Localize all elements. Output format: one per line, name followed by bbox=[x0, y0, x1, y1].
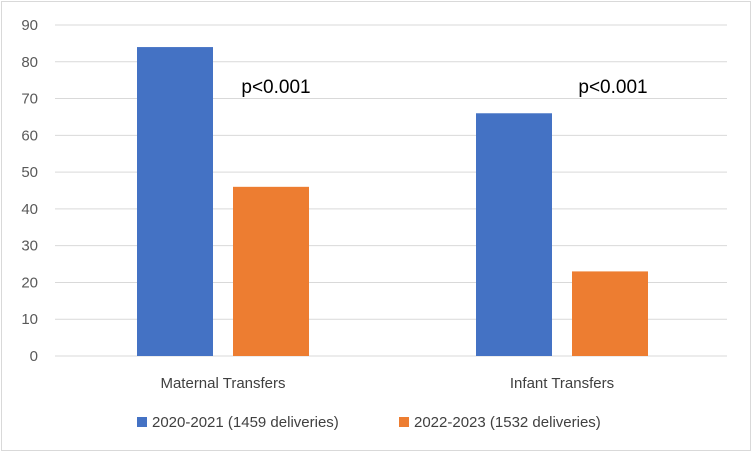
bar bbox=[137, 47, 213, 357]
legend-label: 2022-2023 (1532 deliveries) bbox=[414, 414, 601, 431]
bars bbox=[137, 47, 648, 357]
x-category-label: Maternal Transfers bbox=[160, 375, 285, 392]
category-labels: Maternal Transfers Infant Transfers bbox=[160, 375, 614, 392]
y-tick-label: 30 bbox=[21, 238, 38, 255]
bar-chart: 0 10 20 30 40 50 60 70 80 90 Maternal Transfers In… bbox=[21, 17, 727, 431]
y-tick-label: 90 bbox=[21, 17, 38, 34]
y-tick-label: 20 bbox=[21, 274, 38, 291]
legend-label: 2020-2021 (1459 deliveries) bbox=[152, 414, 339, 431]
bar bbox=[233, 186, 309, 356]
legend-swatch bbox=[137, 417, 147, 427]
y-tick-label: 70 bbox=[21, 91, 38, 108]
legend: 2020-2021 (1459 deliveries) 2022-2023 (15… bbox=[137, 414, 601, 431]
legend-swatch bbox=[399, 417, 409, 427]
y-axis-tick-labels: 0 10 20 30 40 50 60 70 80 90 bbox=[21, 17, 38, 365]
y-tick-label: 10 bbox=[21, 311, 38, 328]
bar bbox=[572, 271, 648, 356]
annotations: p<0.001 p<0.001 bbox=[241, 77, 647, 98]
chart-area: 0 10 20 30 40 50 60 70 80 90 Maternal Transfers In… bbox=[1, 1, 751, 451]
y-tick-label: 40 bbox=[21, 201, 38, 218]
x-category-label: Infant Transfers bbox=[510, 375, 614, 392]
y-tick-label: 60 bbox=[21, 127, 38, 144]
p-value-annotation: p<0.001 bbox=[241, 77, 310, 98]
bar bbox=[476, 113, 552, 357]
p-value-annotation: p<0.001 bbox=[578, 77, 647, 98]
y-tick-label: 0 bbox=[30, 348, 38, 365]
y-tick-label: 80 bbox=[21, 54, 38, 71]
y-tick-label: 50 bbox=[21, 164, 38, 181]
